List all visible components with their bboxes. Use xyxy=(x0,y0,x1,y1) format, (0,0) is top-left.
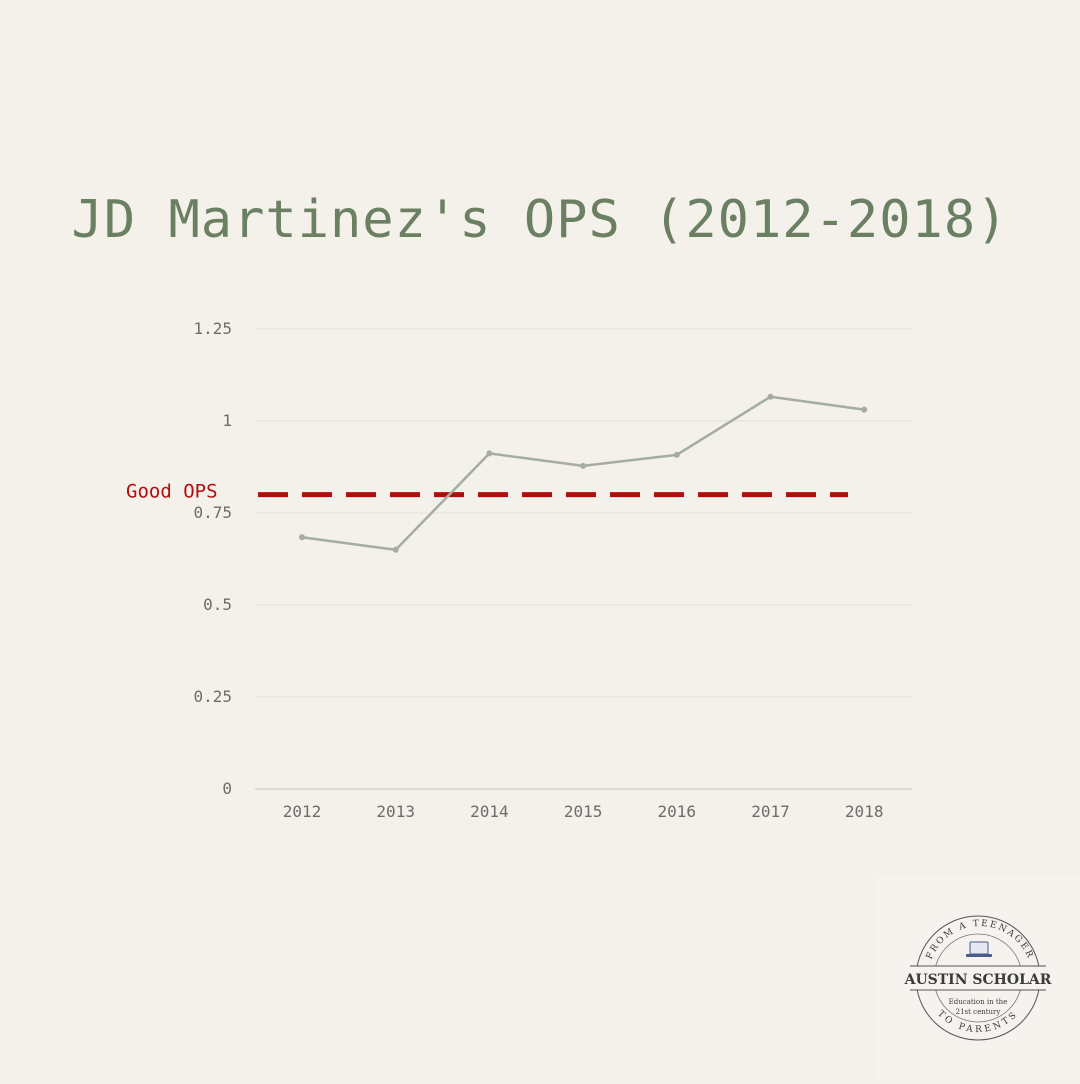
y-tick-label: 0.25 xyxy=(193,687,232,706)
seal-subtitle-1: Education in the xyxy=(949,998,1008,1006)
data-point xyxy=(486,450,493,457)
y-tick-label: 0.75 xyxy=(193,503,232,522)
x-tick-label: 2014 xyxy=(470,802,509,821)
x-tick-label: 2018 xyxy=(845,802,884,821)
chart-title: JD Martinez's OPS (2012-2018) xyxy=(71,190,1009,250)
data-point xyxy=(767,393,774,400)
reference-line-label: Good OPS xyxy=(126,481,218,503)
y-tick-label: 0 xyxy=(222,779,232,798)
seal-icon: FROM A TEENAGER TO PARENTS AUSTIN SCHOLA… xyxy=(904,915,1052,1041)
x-tick-label: 2015 xyxy=(564,802,603,821)
data-point xyxy=(299,534,305,541)
y-tick-label: 1 xyxy=(222,411,232,430)
x-tick-label: 2016 xyxy=(658,802,697,821)
series-line xyxy=(301,395,865,552)
x-tick-label: 2012 xyxy=(283,802,322,821)
data-point xyxy=(580,462,587,469)
seal-banner-text: AUSTIN SCHOLAR xyxy=(904,972,1052,988)
y-tick-label: 0.5 xyxy=(203,595,232,614)
x-tick-label: 2013 xyxy=(376,802,415,821)
data-point xyxy=(861,406,868,413)
y-tick-label: 1.25 xyxy=(193,319,232,338)
seal-subtitle-2: 21st century xyxy=(956,1008,1001,1016)
austin-scholar-logo: FROM A TEENAGER TO PARENTS AUSTIN SCHOLA… xyxy=(876,876,1080,1080)
data-point xyxy=(392,546,399,553)
data-point xyxy=(673,451,680,458)
laptop-icon xyxy=(966,941,992,957)
line-chart: 0 0.25 0.5 0.75 1 1.25 2012 2013 2014 2015 2016 201… xyxy=(126,319,912,821)
x-tick-label: 2017 xyxy=(751,802,790,821)
